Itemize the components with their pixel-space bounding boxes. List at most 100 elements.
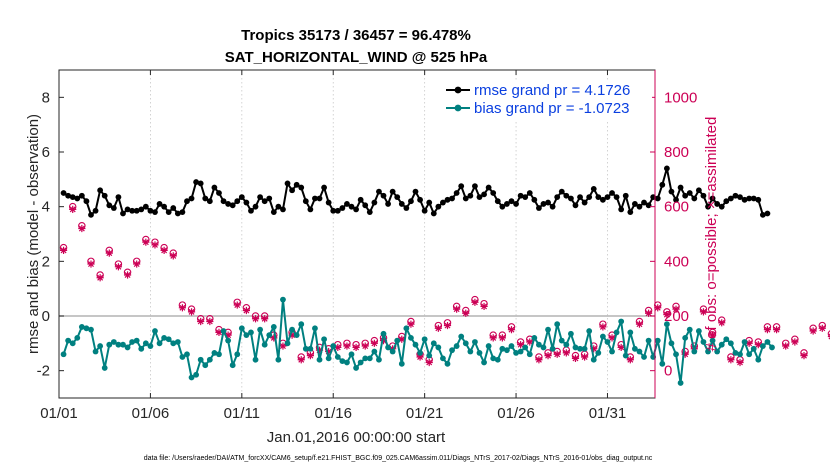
obs-assimilated-point: [325, 347, 333, 356]
bias-point: [673, 351, 679, 358]
rmse-point: [732, 192, 739, 199]
rmse-point: [595, 194, 602, 201]
rmse-point: [654, 195, 661, 202]
obs-assimilated-point: [261, 315, 269, 323]
obs-assimilated-point: [562, 349, 570, 357]
bias-point: [449, 347, 455, 354]
bias-point: [92, 348, 99, 355]
bias-point: [604, 339, 611, 345]
bias-point: [568, 330, 574, 337]
bias-point: [334, 354, 341, 360]
obs-assimilated-point: [782, 342, 790, 350]
obs-assimilated-point: [306, 352, 314, 360]
bias-point: [586, 328, 593, 334]
obs-assimilated-point: [270, 334, 278, 342]
rmse-point: [371, 199, 378, 206]
bias-point: [732, 350, 739, 356]
bias-point: [718, 341, 725, 348]
bias-point: [408, 334, 414, 341]
obs-assimilated-point: [288, 331, 296, 339]
obs-assimilated-point: [608, 334, 616, 342]
bias-point: [65, 337, 72, 344]
obs-assimilated-point: [590, 345, 598, 353]
obs-possible-point: [827, 330, 830, 338]
bias-point: [458, 333, 465, 340]
rmse-point: [759, 211, 766, 218]
rmse-point: [380, 192, 387, 199]
obs-assimilated-point: [763, 326, 772, 334]
obs-assimilated-point: [151, 241, 159, 249]
rmse-point: [467, 192, 474, 199]
bias-point: [750, 345, 757, 352]
bias-point: [170, 340, 177, 347]
rmse-point: [92, 207, 99, 214]
bias-point: [252, 356, 259, 363]
rmse-point: [723, 198, 730, 205]
rmse-point: [686, 190, 693, 196]
rmse-point: [280, 206, 286, 213]
y-right-tick-label: 800: [664, 144, 689, 161]
series-obs-assimilated: [59, 205, 830, 367]
rmse-point: [727, 195, 734, 202]
bias-point: [499, 345, 506, 352]
rmse-point: [421, 207, 428, 214]
rmse-point: [563, 192, 570, 199]
bias-point: [627, 329, 634, 336]
bias-point: [536, 341, 542, 348]
rmse-point: [252, 203, 259, 210]
y-right-tick-label: 600: [664, 199, 689, 216]
rmse-point: [110, 205, 117, 211]
obs-assimilated-point: [745, 339, 753, 347]
bias-point: [321, 336, 327, 343]
rmse-point: [270, 209, 277, 216]
bias-point: [430, 340, 437, 347]
rmse-point: [353, 206, 359, 213]
rmse-point: [385, 201, 391, 207]
obs-assimilated-point: [197, 317, 205, 326]
obs-assimilated-point: [78, 224, 86, 233]
rmse-point: [636, 203, 643, 210]
bias-point: [376, 356, 382, 363]
bias-point: [353, 365, 359, 371]
rmse-point: [344, 201, 350, 207]
rmse-point: [504, 201, 510, 207]
obs-assimilated-point: [462, 309, 470, 317]
rmse-point: [115, 194, 122, 201]
rmse-point: [750, 195, 757, 202]
x-tick-label: 01/06: [132, 405, 170, 422]
bias-point: [549, 345, 556, 352]
obs-assimilated-point: [681, 350, 689, 358]
rmse-point: [307, 206, 314, 213]
obs-assimilated-point: [251, 315, 260, 323]
bias-point: [78, 324, 85, 330]
obs-assimilated-point: [526, 338, 534, 346]
bias-point: [234, 351, 241, 358]
rmse-point: [481, 191, 487, 198]
y-right-tick-label: 0: [664, 363, 672, 380]
bias-point: [280, 296, 286, 303]
rmse-point: [133, 207, 140, 214]
obs-assimilated-point: [123, 271, 132, 279]
rmse-point: [147, 207, 154, 214]
bias-point: [307, 345, 314, 352]
bias-point: [225, 337, 232, 344]
bias-point: [120, 341, 126, 348]
rmse-point: [545, 199, 551, 206]
bias-point: [476, 350, 483, 356]
rmse-point: [737, 194, 743, 201]
obs-assimilated-point: [425, 358, 433, 367]
obs-assimilated-point: [215, 328, 223, 336]
rmse-point: [568, 195, 574, 202]
rmse-point: [472, 183, 478, 190]
rmse-point: [430, 210, 437, 217]
rmse-point: [179, 209, 186, 216]
y-right-tick-label: 200: [664, 308, 689, 325]
rmse-point: [101, 192, 108, 199]
bias-point: [741, 339, 748, 345]
bias-point: [435, 344, 442, 351]
rmse-point: [641, 199, 647, 206]
rmse-point: [517, 192, 524, 199]
bias-point: [421, 336, 428, 343]
bias-point: [531, 334, 538, 341]
rmse-point: [531, 196, 538, 203]
